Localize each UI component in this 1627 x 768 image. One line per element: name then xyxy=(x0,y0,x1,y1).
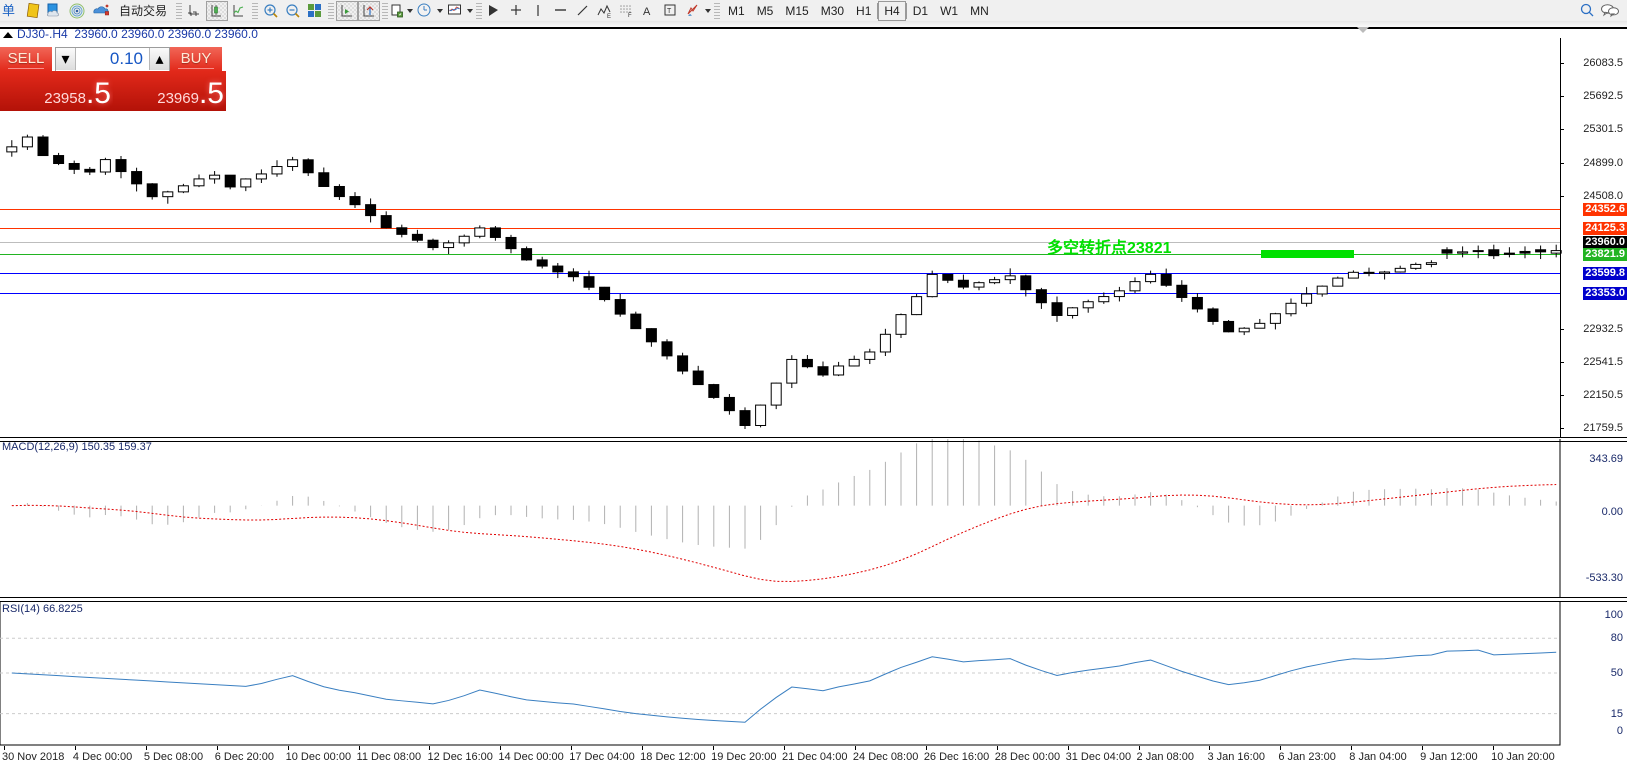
svg-text:F: F xyxy=(628,13,632,19)
svg-text:T: T xyxy=(667,8,672,15)
svg-text:E: E xyxy=(607,14,611,19)
svg-text:单: 单 xyxy=(2,3,15,18)
svg-text:A: A xyxy=(643,6,651,18)
